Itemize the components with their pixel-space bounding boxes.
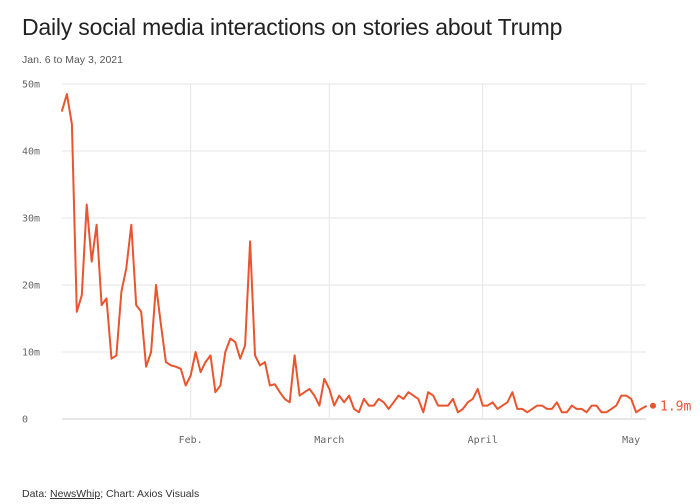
end-value-label: 1.9m (660, 399, 691, 414)
y-axis: 0 10m 20m 30m 40m 50m (22, 80, 40, 426)
source-suffix: ; Chart: Axios Visuals (100, 488, 200, 500)
y-tick-label: 0 (22, 415, 28, 426)
series-line (61, 93, 647, 414)
x-tick-label: May (622, 435, 640, 446)
x-tick-label: April (468, 435, 498, 446)
y-tick-label: 10m (22, 348, 40, 359)
y-tick-label: 30m (22, 214, 40, 225)
y-tick-label: 40m (22, 147, 40, 158)
chart-title: Daily social media interactions on stori… (22, 14, 563, 40)
source-prefix: Data: (22, 488, 51, 500)
y-tick-label: 20m (22, 281, 40, 292)
end-point-marker (650, 402, 656, 409)
source-link[interactable]: NewsWhip (50, 488, 101, 500)
chart-subtitle: Jan. 6 to May 3, 2021 (22, 54, 123, 66)
y-tick-label: 50m (22, 80, 40, 91)
x-axis: Feb. March April May (179, 435, 641, 446)
series-layer: 1.9m (61, 93, 691, 414)
x-tick-label: Feb. (179, 435, 203, 446)
x-tick-label: March (314, 435, 344, 446)
chart-source: Data: NewsWhip; Chart: Axios Visuals (22, 488, 199, 500)
gridlines (62, 83, 646, 420)
